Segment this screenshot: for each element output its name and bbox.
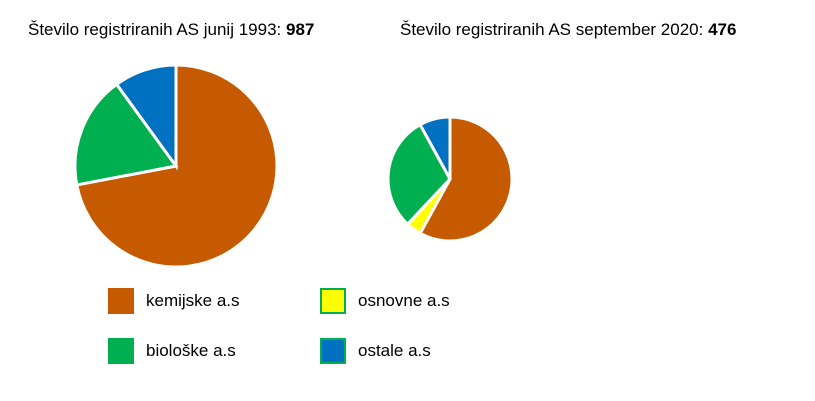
legend-item-kemijske: kemijske a.s (108, 288, 240, 314)
legend-swatch-osnovne (320, 288, 346, 314)
legend-item-osnovne: osnovne a.s (320, 288, 450, 314)
pie-slice-2020-bioloske (386, 122, 452, 227)
chart-title-1993-value: 987 (285, 20, 315, 39)
pie-slice-2020-kemijske (418, 115, 514, 243)
pie-slice-1993-bioloske (73, 82, 179, 187)
pie-slice-1993-ostale (114, 63, 178, 171)
legend-item-bioloske: biološke a.s (108, 338, 236, 364)
legend-label-ostale: ostale a.s (358, 341, 431, 360)
chart-title-2020: Število registriranih AS september 2020:… (400, 20, 737, 39)
legend-label-kemijske: kemijske a.s (146, 291, 240, 310)
legend-swatch-ostale (320, 338, 346, 364)
legend-label-bioloske: biološke a.s (146, 341, 236, 360)
chart-title-1993: Število registriranih AS junij 1993: 987 (28, 20, 315, 39)
legend-item-ostale: ostale a.s (320, 338, 431, 364)
chart-title-2020-value: 476 (708, 20, 737, 39)
legend-swatch-kemijske (108, 288, 134, 314)
pie-slice-2020-ostale (418, 115, 452, 180)
legend-label-osnovne: osnovne a.s (358, 291, 450, 310)
legend-swatch-bioloske (108, 338, 134, 364)
